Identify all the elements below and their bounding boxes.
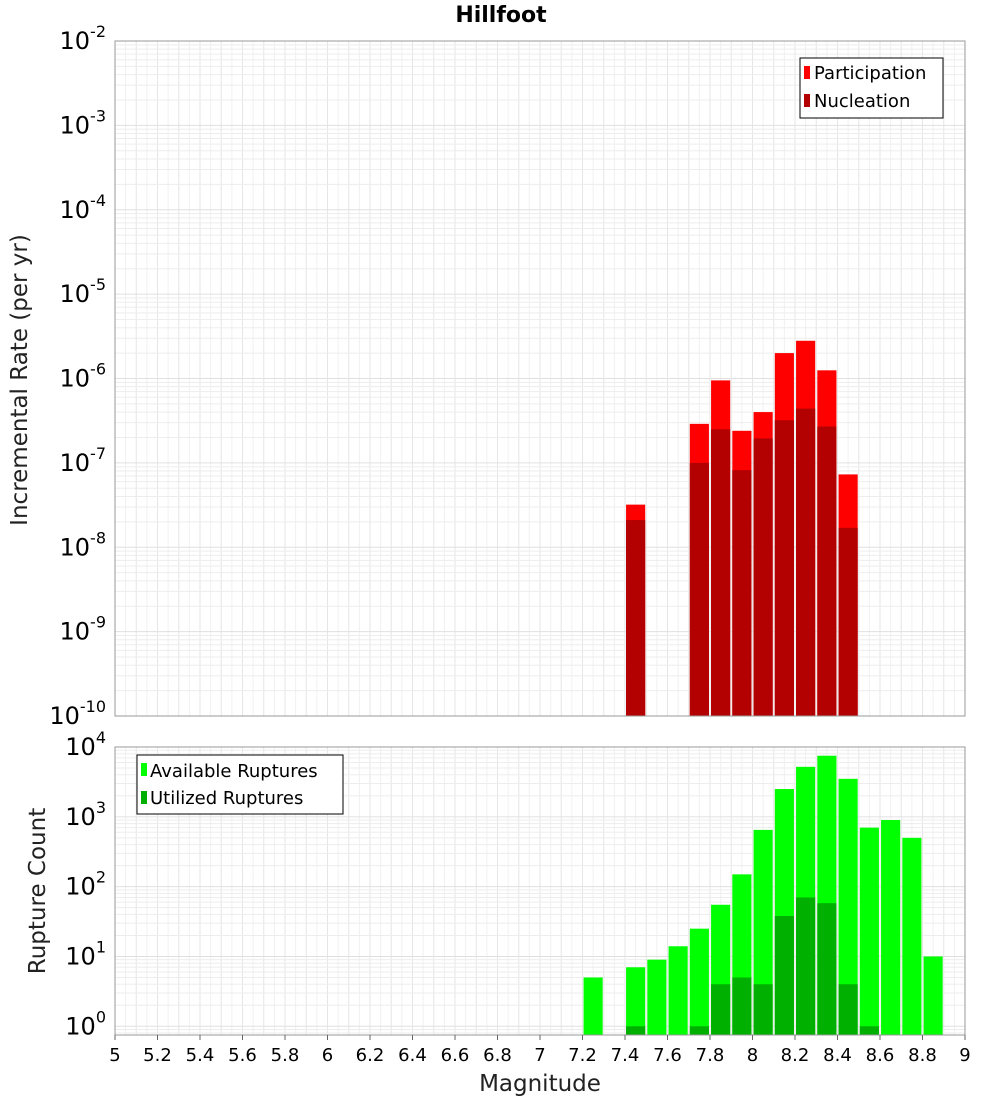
top-y-tick-label: 10-4 [60,191,107,224]
x-tick-label: 5 [109,1045,120,1066]
bottom-bar-available-ruptures [753,829,773,1035]
x-tick-label: 7.6 [653,1045,682,1066]
x-tick-label: 5.2 [143,1045,172,1066]
bottom-y-tick-label: 100 [65,1007,106,1040]
top-bar-nucleation [838,527,858,716]
bottom-bars [583,755,943,1035]
top-y-axis-label: Incremental Rate (per yr) [7,234,33,526]
bottom-bar-available-ruptures [881,820,901,1035]
bottom-bar-available-ruptures [923,956,943,1035]
x-tick-label: 7.2 [568,1045,597,1066]
bottom-bar-utilized-ruptures [753,984,773,1035]
bottom-bar-available-ruptures [583,977,603,1035]
legend-label-available: Available Ruptures [150,761,318,782]
bottom-y-tick-label: 101 [65,937,106,970]
top-y-tick-label: 10-9 [60,613,107,646]
bottom-bar-available-ruptures [689,928,709,1035]
bottom-bar-available-ruptures [902,837,922,1035]
x-tick-label: 8 [747,1045,758,1066]
x-axis-label: Magnitude [479,1071,601,1097]
bottom-bar-utilized-ruptures [838,984,858,1035]
x-tick-label: 9 [959,1045,970,1066]
x-tick-label: 6.8 [483,1045,512,1066]
top-bars [626,340,858,716]
legend-label-nucleation: Nucleation [814,91,910,112]
top-y-tick-label: 10-6 [60,360,107,393]
top-bar-nucleation [732,470,752,716]
bottom-bar-available-ruptures [668,946,688,1035]
bottom-bar-available-ruptures [626,967,646,1035]
bottom-bar-utilized-ruptures [689,1026,709,1035]
bottom-bar-available-ruptures [838,778,858,1035]
top-bar-nucleation [753,438,773,716]
top-bar-nucleation [689,462,709,716]
legend-swatch-utilized [141,791,147,804]
top-y-tick-label: 10-10 [49,697,106,730]
bottom-panel: 100 101 102 103 104 5 5.2 5.4 5.6 5.8 6 6.2 6.4 6.6 6… [25,728,971,1097]
x-tick-label: 6.6 [441,1045,470,1066]
top-bar-nucleation [711,429,731,716]
bottom-y-tick-label: 104 [65,728,106,761]
top-bar-nucleation [817,426,837,716]
top-y-tick-label: 10-3 [60,106,107,139]
bottom-bar-utilized-ruptures [774,915,794,1035]
x-tick-label: 7.8 [696,1045,725,1066]
bottom-y-axis-label: Rupture Count [25,808,51,974]
bottom-y-tick-label: 103 [65,798,106,831]
top-panel: 10-10 10-9 10-8 10-7 10-6 10-5 10-4 10-3 10-2 In… [7,22,966,730]
bottom-y-ticks: 100 101 102 103 104 [65,728,106,1040]
bottom-bar-utilized-ruptures [859,1026,879,1035]
x-tick-label: 7.4 [611,1045,640,1066]
top-bar-nucleation [774,420,794,716]
top-legend: Participation Nucleation [799,57,944,119]
top-y-ticks: 10-10 10-9 10-8 10-7 10-6 10-5 10-4 10-3 10-2 [49,22,106,730]
bottom-y-tick-label: 102 [65,868,106,901]
legend-swatch-participation [804,66,810,79]
legend-swatch-nucleation [804,94,810,107]
top-bar-nucleation [626,520,646,716]
bottom-legend: Available Ruptures Utilized Ruptures [136,754,344,815]
top-y-tick-label: 10-8 [60,528,107,561]
x-tick-label: 6.2 [356,1045,385,1066]
x-tick-label: 6.4 [398,1045,427,1066]
x-tick-label: 5.6 [228,1045,257,1066]
top-y-tick-label: 10-2 [60,22,107,55]
top-y-tick-label: 10-5 [60,275,107,308]
bottom-x-ticks: 5 5.2 5.4 5.6 5.8 6 6.2 6.4 6.6 6.8 7 7.2 7.4 7.6 7.8 8… [109,1035,971,1066]
top-y-tick-label: 10-7 [60,444,107,477]
x-tick-label: 6 [322,1045,333,1066]
x-tick-label: 7 [534,1045,545,1066]
bottom-bar-utilized-ruptures [732,977,752,1035]
bottom-bar-utilized-ruptures [817,903,837,1035]
bottom-bar-available-ruptures [647,959,667,1035]
top-legend-box [799,57,944,119]
top-plot-frame [114,40,966,717]
bottom-bar-available-ruptures [859,827,879,1035]
x-tick-label: 5.8 [271,1045,300,1066]
legend-label-utilized: Utilized Ruptures [150,788,303,809]
bottom-bar-utilized-ruptures [626,1026,646,1035]
chart-title: Hillfoot [455,3,547,28]
bottom-legend-box [136,754,344,815]
legend-label-participation: Participation [814,63,926,84]
x-tick-label: 8.6 [866,1045,895,1066]
x-tick-label: 8.8 [908,1045,937,1066]
top-bar-nucleation [796,408,816,716]
bottom-bar-utilized-ruptures [711,984,731,1035]
x-tick-label: 8.2 [781,1045,810,1066]
legend-swatch-available [141,763,147,776]
bottom-bar-utilized-ruptures [796,897,816,1035]
x-tick-label: 8.4 [823,1045,852,1066]
top-grid [114,40,966,717]
x-tick-label: 5.4 [186,1045,215,1066]
